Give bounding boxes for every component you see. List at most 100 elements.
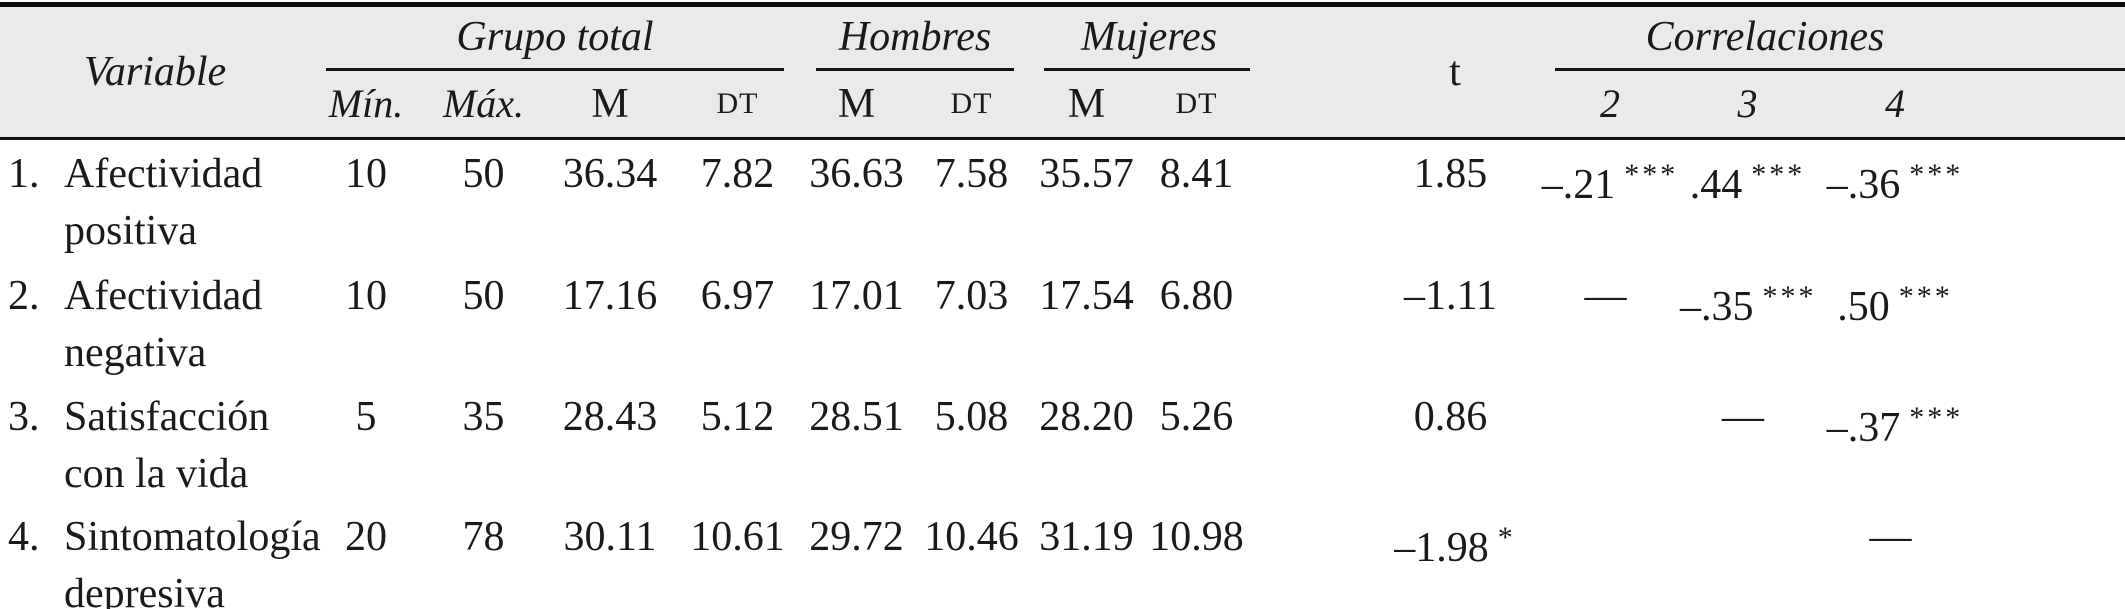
header-grupo-total: Grupo total [310, 7, 800, 71]
cell-corr-2: –.21 *** [1540, 138, 1680, 262]
cell-m-mujeres: 17.54 [1039, 273, 1134, 319]
cell-m-mujeres: 31.19 [1039, 514, 1134, 560]
cell-dt-total: 7.82 [700, 150, 775, 197]
cell-corr-3: .44 *** [1680, 138, 1815, 262]
grupo-total-label: Grupo total [326, 11, 784, 71]
variable-line1: 2. Afectividad [8, 268, 310, 325]
row-number: 3. [8, 394, 40, 440]
cell-corr-4: –.37 *** [1815, 383, 2125, 503]
header-corr-4: 4 [1815, 71, 2125, 140]
table-top-rule [0, 2, 2125, 7]
corr-value: — [1869, 514, 1912, 560]
descriptives-correlations-table: Variable Grupo total Hombres Mujeres t C… [0, 7, 2125, 609]
t-value: –1.98 [1394, 525, 1489, 571]
row-number: 1. [8, 150, 40, 197]
variable-name: Sintomatología [64, 514, 321, 560]
cell-max: 35 [462, 394, 505, 440]
cell-corr-2 [1540, 383, 1680, 503]
header-variable: Variable [0, 7, 310, 140]
cell-corr-4: — [1815, 503, 2125, 609]
variable-name: Afectividad [64, 273, 263, 319]
cell-min: 5 [355, 394, 377, 440]
variable-line2: depresiva [64, 571, 225, 609]
header-m-mujeres: M [1030, 71, 1143, 140]
corr-value: — [1722, 394, 1765, 440]
cell-m-hombres: 29.72 [809, 514, 904, 560]
cell-corr-2 [1540, 503, 1680, 609]
row-number: 2. [8, 273, 40, 319]
cell-corr-4: .50 *** [1815, 262, 2125, 383]
cell-dt-mujeres: 8.41 [1159, 150, 1234, 197]
cell-max: 50 [462, 273, 505, 319]
table-row-afectividad-negativa: 2. Afectividad negativa 10 50 17.16 6.97 … [0, 262, 2125, 383]
corr-value: –.36 [1826, 161, 1901, 208]
cell-m-hombres: 36.63 [809, 150, 904, 197]
t-value: 0.86 [1413, 394, 1488, 440]
corr-value: –.35 [1680, 284, 1754, 330]
cell-max: 78 [462, 514, 505, 560]
header-hombres: Hombres [800, 7, 1030, 71]
cell-corr-3 [1680, 503, 1815, 609]
variable-line1: 1. Afectividad [8, 146, 310, 203]
variable-line2: con la vida [64, 451, 249, 497]
cell-corr-2: — [1540, 262, 1680, 383]
header-correlaciones: Correlaciones [1540, 7, 2125, 71]
cell-m-mujeres: 35.57 [1039, 150, 1134, 197]
t-significance: * [1497, 521, 1516, 554]
cell-m-total: 17.16 [562, 273, 658, 319]
cell-corr-3: — [1680, 383, 1815, 503]
cell-dt-hombres: 10.46 [924, 514, 1019, 560]
corr-significance: *** [1751, 157, 1806, 191]
cell-max: 50 [462, 150, 505, 197]
cell-min: 20 [345, 514, 387, 560]
t-value: –1.11 [1404, 273, 1497, 319]
variable-cell: 2. Afectividad negativa [0, 262, 310, 383]
header-dt-mujeres: DT [1143, 71, 1251, 140]
cell-t: –1.11 [1250, 262, 1540, 383]
header-subcolumn-row: Mín. Máx. M DT M DT M DT 2 3 4 [0, 71, 2125, 140]
table-header: Variable Grupo total Hombres Mujeres t C… [0, 7, 2125, 140]
variable-line2: positiva [64, 207, 197, 254]
cell-m-total: 28.43 [562, 394, 658, 440]
table-row-satisfaccion-con-la-vida: 3. Satisfacción con la vida 5 35 28.43 5.… [0, 383, 2125, 503]
mujeres-label: Mujeres [1044, 11, 1421, 71]
cell-dt-hombres: 7.03 [934, 273, 1009, 319]
corr-significance: *** [1909, 157, 1964, 191]
cell-dt-hombres: 5.08 [934, 394, 1009, 440]
header-mujeres: Mujeres [1030, 7, 1421, 71]
cell-dt-mujeres: 10.98 [1149, 514, 1244, 560]
cell-min: 10 [345, 273, 387, 319]
variable-line1: 4. Sintomatología [8, 509, 321, 566]
variable-cell: 4. Sintomatología depresiva [0, 503, 321, 609]
correlaciones-label: Correlaciones [1555, 11, 2125, 71]
hombres-label: Hombres [816, 11, 1014, 71]
variable-line2: negativa [64, 330, 207, 376]
cell-t: 1.85 [1250, 138, 1540, 262]
cell-t: 0.86 [1250, 383, 1540, 503]
header-m-total: M [545, 71, 675, 140]
cell-m-total: 30.11 [563, 514, 657, 560]
cell-m-total: 36.34 [562, 150, 658, 197]
variable-name: Satisfacción [64, 394, 270, 440]
variable-line1: 3. Satisfacción [8, 389, 310, 446]
header-min: Mín. [310, 71, 422, 140]
corr-value: –.37 [1826, 405, 1901, 451]
header-corr-3: 3 [1680, 71, 1816, 140]
table-body: 1. Afectividad positiva 10 50 36.34 7.82 … [0, 138, 2125, 609]
header-m-hombres: M [800, 71, 913, 140]
corr-value: –.21 [1541, 161, 1616, 208]
cell-m-hombres: 17.01 [809, 273, 904, 319]
corr-significance: *** [1909, 401, 1964, 434]
header-corr-2: 2 [1540, 71, 1681, 140]
cell-dt-total: 10.61 [690, 514, 785, 560]
cell-m-hombres: 28.51 [809, 394, 904, 440]
cell-corr-3: –.35 *** [1680, 262, 1815, 383]
header-t-statistic: t [1250, 7, 1541, 140]
table-row-sintomatologia-depresiva: 4. Sintomatología depresiva 20 78 30.11 1… [0, 503, 2125, 609]
header-max: Máx. [422, 71, 545, 140]
variable-cell: 1. Afectividad positiva [0, 138, 310, 262]
corr-significance: *** [1762, 280, 1817, 313]
cell-corr-4: –.36 *** [1815, 138, 2125, 262]
header-group-row: Variable Grupo total Hombres Mujeres t C… [0, 7, 2125, 140]
